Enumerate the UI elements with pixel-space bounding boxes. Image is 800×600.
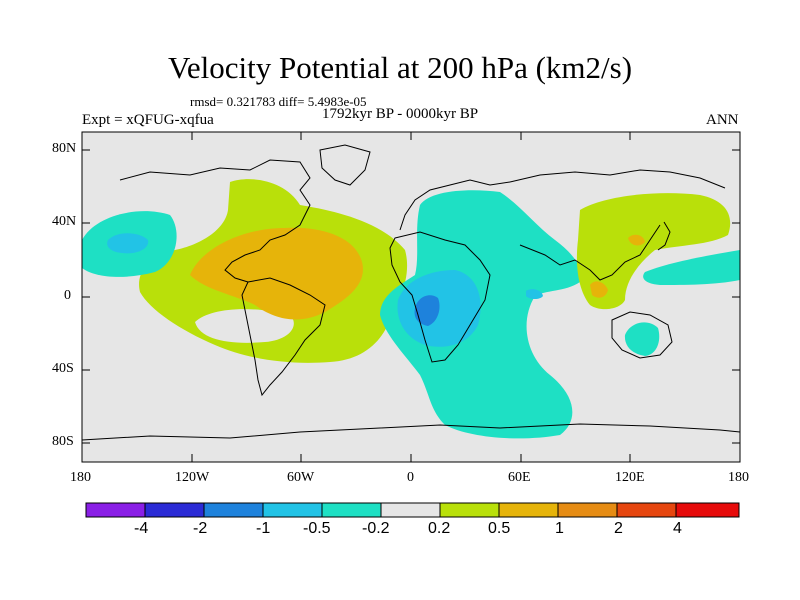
experiment-label: Expt = xQFUG-xqfua: [82, 112, 214, 128]
colorbar-box-10: [616, 502, 677, 518]
colorbar-label-4: -0.5: [303, 520, 331, 537]
coastline-asia: [509, 169, 726, 281]
colorbar-label-5: -0.2: [362, 520, 390, 537]
contour-orange-asia: [590, 281, 608, 298]
colorbar-box-8: [498, 502, 559, 518]
lon-label-180e: 180: [728, 470, 749, 485]
season-label: ANN: [706, 112, 739, 128]
axis-ticks: [82, 132, 740, 462]
contour-negative-australia: [624, 322, 660, 356]
colorbar: [85, 502, 740, 518]
contour-orange-americas: [190, 227, 363, 320]
lon-label-180w: 180: [70, 470, 91, 485]
colorbar-box-4: [262, 502, 323, 518]
coastline-africa: [389, 231, 491, 363]
colorbar-box-11: [675, 502, 740, 518]
colorbar-label-8: 1: [555, 520, 564, 537]
period-label: 1792kyr BP - 0000kyr BP: [322, 106, 479, 122]
stats-line: rmsd= 0.321783 diff= 5.4983e-05: [190, 94, 367, 109]
contour-orange-asia-north: [628, 234, 645, 246]
contour-negative-spot: [526, 289, 543, 299]
lat-label-0: 0: [64, 288, 71, 303]
colorbar-label-6: 0.2: [428, 520, 451, 537]
contour-negative-west-pacific: [643, 250, 740, 285]
colorbar-label-10: 4: [673, 520, 682, 537]
lat-label-80s: 80S: [52, 434, 74, 449]
lat-label-40s: 40S: [52, 361, 74, 376]
lon-label-120e: 120E: [615, 470, 645, 485]
colorbar-box-6: [380, 502, 441, 518]
coastline-antarctica: [82, 423, 740, 441]
colorbar-label-9: 2: [614, 520, 623, 537]
lon-label-60w: 60W: [287, 470, 315, 485]
colorbar-label-2: -2: [193, 520, 208, 537]
coastline-south-america: [241, 277, 326, 397]
colorbar-box-3: [203, 502, 264, 518]
colorbar-box-1: [85, 502, 146, 518]
map-title: Velocity Potential at 200 hPa (km2/s): [167, 50, 633, 85]
lon-label-60e: 60E: [508, 470, 531, 485]
contour-negative-africa-core: [414, 295, 440, 326]
colorbar-label-7: 0.5: [488, 520, 511, 537]
lon-label-0: 0: [407, 470, 414, 485]
colorbar-box-5: [321, 502, 382, 518]
contour-fields: [82, 179, 740, 439]
contour-positive-asia: [576, 193, 731, 310]
coastlines: [82, 144, 740, 441]
lat-label-80n: 80N: [52, 141, 77, 156]
colorbar-box-7: [439, 502, 500, 518]
coastline-australia: [611, 311, 673, 359]
contour-negative-pacific-core: [107, 233, 149, 254]
contour-gap-south-pacific: [195, 309, 294, 343]
colorbar-box-2: [144, 502, 205, 518]
coastline-greenland: [319, 144, 371, 186]
contour-negative-africa: [380, 190, 582, 439]
lat-label-40n: 40N: [52, 214, 77, 229]
coastline-europe: [399, 179, 511, 231]
colorbar-label-3: -1: [256, 520, 271, 537]
coastline-north-america: [119, 159, 311, 283]
lon-label-120w: 120W: [175, 470, 210, 485]
colorbar-box-9: [557, 502, 618, 518]
coastline-japan: [657, 221, 671, 251]
colorbar-label-1: -4: [134, 520, 149, 537]
